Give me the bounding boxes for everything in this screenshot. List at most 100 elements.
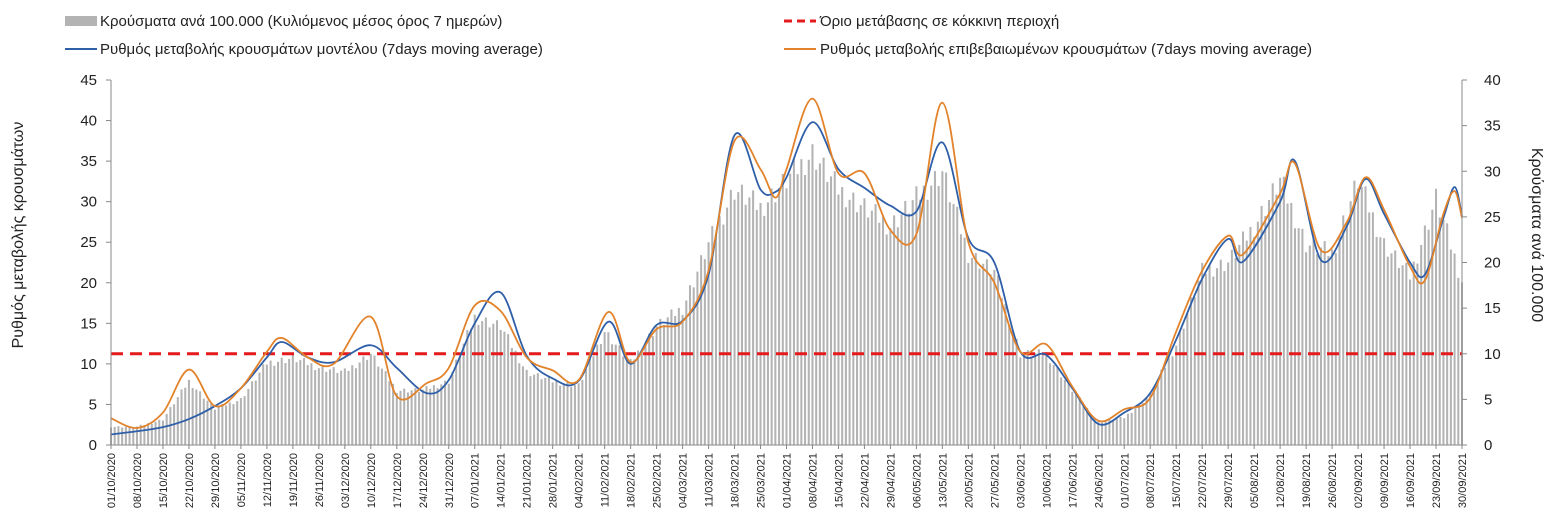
bar bbox=[1156, 379, 1159, 445]
x-tick-label: 16/09/2021 bbox=[1405, 453, 1417, 508]
bar bbox=[1000, 298, 1003, 445]
bar bbox=[722, 224, 725, 445]
x-tick-label: 24/12/2020 bbox=[418, 453, 430, 508]
bar bbox=[789, 173, 792, 445]
bar bbox=[1316, 254, 1319, 445]
bar bbox=[1409, 279, 1412, 445]
bar bbox=[755, 209, 758, 445]
bar bbox=[614, 344, 617, 446]
confirmed-line bbox=[110, 97, 1463, 429]
bar bbox=[807, 159, 810, 446]
bar bbox=[540, 379, 543, 445]
bar bbox=[514, 350, 517, 445]
bar bbox=[907, 213, 910, 445]
bar bbox=[841, 187, 844, 446]
bar bbox=[1223, 271, 1226, 445]
right-axis-title: Κρούσματα ανά 100.000 bbox=[1528, 148, 1545, 322]
bar bbox=[573, 385, 576, 445]
bar bbox=[811, 144, 814, 446]
bar bbox=[1386, 256, 1389, 445]
x-tick-label: 17/12/2020 bbox=[392, 453, 404, 508]
bar bbox=[1015, 338, 1018, 445]
bar bbox=[889, 228, 892, 445]
bar bbox=[1197, 280, 1200, 445]
right-axis-ticks: 0 5 10 15 20 25 30 35 40 bbox=[1462, 72, 1501, 454]
bar bbox=[622, 356, 625, 445]
x-tick-label: 27/05/2021 bbox=[989, 453, 1001, 508]
bar bbox=[900, 214, 903, 445]
bar bbox=[570, 386, 573, 445]
x-tick-label: 06/05/2021 bbox=[911, 453, 923, 508]
bar bbox=[1327, 255, 1330, 445]
bar bbox=[1260, 206, 1263, 445]
bar bbox=[1067, 382, 1070, 445]
bar bbox=[269, 360, 272, 445]
bar bbox=[1438, 217, 1441, 445]
bar bbox=[1234, 257, 1237, 445]
bar bbox=[1100, 422, 1103, 445]
right-tick-label: 10 bbox=[1484, 346, 1501, 363]
bar bbox=[299, 360, 302, 445]
bar bbox=[1364, 186, 1367, 445]
x-tick-label: 15/10/2020 bbox=[158, 453, 170, 508]
bar bbox=[1256, 221, 1259, 445]
x-tick-label: 18/02/2021 bbox=[626, 453, 638, 508]
bar bbox=[637, 350, 640, 445]
bar bbox=[577, 383, 580, 445]
bar bbox=[399, 390, 402, 445]
bar bbox=[1345, 220, 1348, 445]
bar bbox=[1041, 355, 1044, 445]
x-tick-label: 10/12/2020 bbox=[366, 453, 378, 508]
x-tick-label: 22/04/2021 bbox=[859, 453, 871, 508]
bar bbox=[455, 359, 458, 445]
bar bbox=[1282, 176, 1285, 445]
x-tick-label: 15/07/2021 bbox=[1171, 453, 1183, 508]
x-tick-label: 13/05/2021 bbox=[937, 453, 949, 508]
bar bbox=[470, 328, 473, 445]
bar bbox=[878, 222, 881, 445]
bar bbox=[113, 426, 116, 445]
bar bbox=[377, 366, 380, 445]
bar bbox=[1401, 265, 1404, 445]
bar bbox=[1245, 240, 1248, 445]
bar bbox=[596, 344, 599, 445]
bar bbox=[132, 427, 135, 445]
x-tick-label: 01/04/2021 bbox=[782, 453, 794, 508]
bar bbox=[607, 332, 610, 445]
bar bbox=[599, 344, 602, 445]
bar bbox=[1056, 367, 1059, 445]
bar bbox=[822, 157, 825, 445]
bar bbox=[525, 369, 528, 445]
bar bbox=[837, 194, 840, 445]
bar bbox=[262, 364, 265, 445]
bar bbox=[1267, 199, 1271, 445]
bar bbox=[265, 364, 268, 445]
bar bbox=[139, 424, 142, 445]
bar bbox=[254, 380, 257, 445]
bar bbox=[332, 367, 335, 445]
bar bbox=[343, 368, 346, 445]
bar bbox=[1431, 209, 1434, 445]
x-tick-label: 04/03/2021 bbox=[678, 453, 690, 508]
x-tick-label: 31/12/2020 bbox=[444, 453, 456, 508]
bar bbox=[507, 334, 510, 445]
bar bbox=[1034, 352, 1037, 445]
bar bbox=[414, 388, 417, 445]
bar bbox=[354, 368, 357, 445]
bar bbox=[384, 371, 387, 445]
bar bbox=[128, 426, 131, 445]
bar bbox=[1334, 253, 1337, 445]
x-tick-label: 30/09/2021 bbox=[1457, 453, 1469, 508]
bar bbox=[611, 344, 614, 445]
bar bbox=[989, 274, 992, 445]
bar bbox=[859, 205, 862, 445]
bar bbox=[1286, 203, 1289, 445]
bar bbox=[258, 372, 261, 445]
bar bbox=[1253, 236, 1256, 445]
x-tick-label: 09/09/2021 bbox=[1379, 453, 1391, 508]
x-tick-label: 25/03/2021 bbox=[756, 453, 768, 508]
bar bbox=[458, 356, 461, 445]
bar bbox=[1227, 262, 1230, 445]
bar bbox=[919, 199, 922, 445]
left-tick-label: 40 bbox=[80, 113, 97, 130]
